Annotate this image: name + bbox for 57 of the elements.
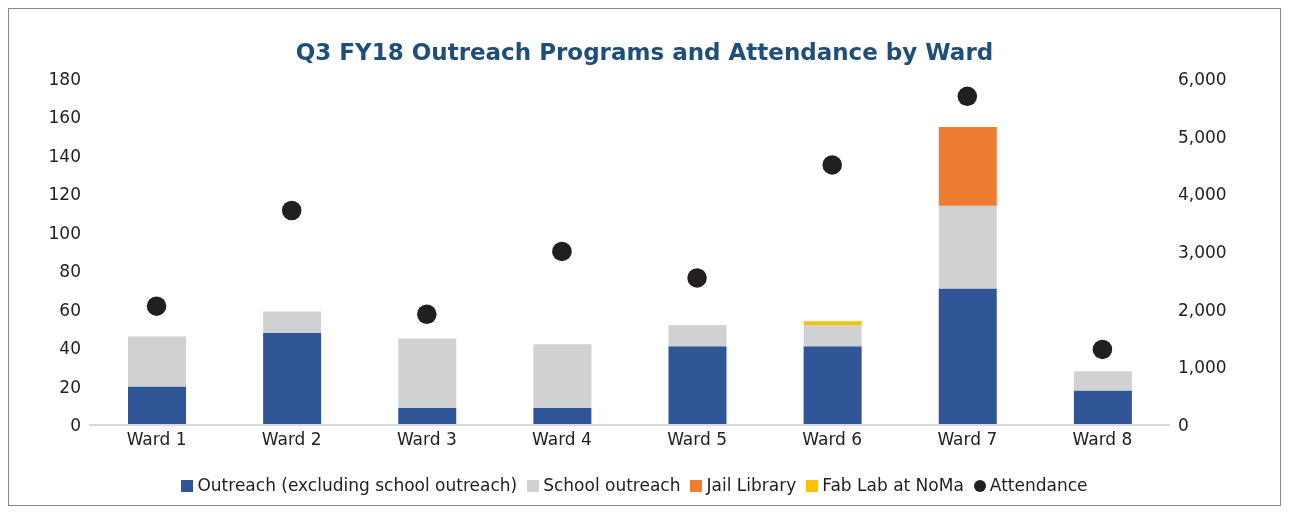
bar <box>398 407 457 425</box>
legend-label: School outreach <box>543 475 681 495</box>
bar <box>263 311 322 333</box>
y-tick-label: 0 <box>70 415 81 436</box>
y-tick-label: 80 <box>59 261 81 282</box>
y-tick-label: 180 <box>48 69 81 90</box>
x-tick-label: Ward 4 <box>532 429 592 450</box>
bar <box>533 344 592 408</box>
chart-title: Q3 FY18 Outreach Programs and Attendance by Ward <box>294 39 995 65</box>
bar <box>398 338 457 408</box>
x-tick-label: Ward 7 <box>937 429 998 450</box>
bar <box>1073 390 1132 425</box>
legend-label: Jail Library <box>706 475 797 495</box>
y-tick-label: 140 <box>48 145 81 166</box>
y2-tick-label: 4,000 <box>1178 184 1227 205</box>
y2-tick-label: 6,000 <box>1178 69 1227 90</box>
legend-label: Outreach (excluding school outreach) <box>197 475 518 495</box>
point <box>281 200 302 221</box>
x-tick-label: Ward 8 <box>1072 429 1133 450</box>
x-tick-label: Ward 5 <box>667 429 727 450</box>
y-tick-label: 160 <box>48 107 81 128</box>
point <box>552 241 572 262</box>
y-tick-label: 120 <box>48 184 81 205</box>
bar <box>128 336 186 387</box>
y2-tick-label: 2,000 <box>1178 299 1227 320</box>
bar <box>1073 371 1132 391</box>
point <box>1092 339 1113 360</box>
bar <box>938 127 997 206</box>
y2-tick-label: 5,000 <box>1178 126 1227 147</box>
bar <box>263 332 322 425</box>
bar <box>668 325 727 347</box>
x-tick-label: Ward 6 <box>802 429 863 450</box>
y-tick-label: 40 <box>59 338 81 359</box>
y2-tick-label: 1,000 <box>1178 357 1227 378</box>
legend-label: Attendance <box>989 475 1088 495</box>
y-tick-label: 20 <box>59 376 81 397</box>
point <box>957 86 978 107</box>
y-tick-label: 100 <box>48 222 81 243</box>
x-tick-label: Ward 2 <box>261 429 322 450</box>
x-tick-label: Ward 1 <box>126 429 187 450</box>
y2-tick-label: 0 <box>1178 415 1189 436</box>
bar <box>128 386 186 425</box>
point <box>417 304 437 325</box>
x-tick-label: Ward 3 <box>396 429 457 450</box>
point <box>822 155 842 175</box>
bar <box>803 346 862 425</box>
legend-label: Fab Lab at NoMa <box>822 475 964 495</box>
bar <box>668 346 727 425</box>
bar <box>803 325 862 347</box>
point <box>687 268 707 288</box>
y-tick-label: 60 <box>59 299 81 320</box>
bar <box>803 321 862 326</box>
bar <box>533 407 592 425</box>
point <box>146 296 167 316</box>
bar <box>938 205 997 289</box>
bar <box>938 288 997 425</box>
y2-tick-label: 3,000 <box>1178 242 1227 263</box>
